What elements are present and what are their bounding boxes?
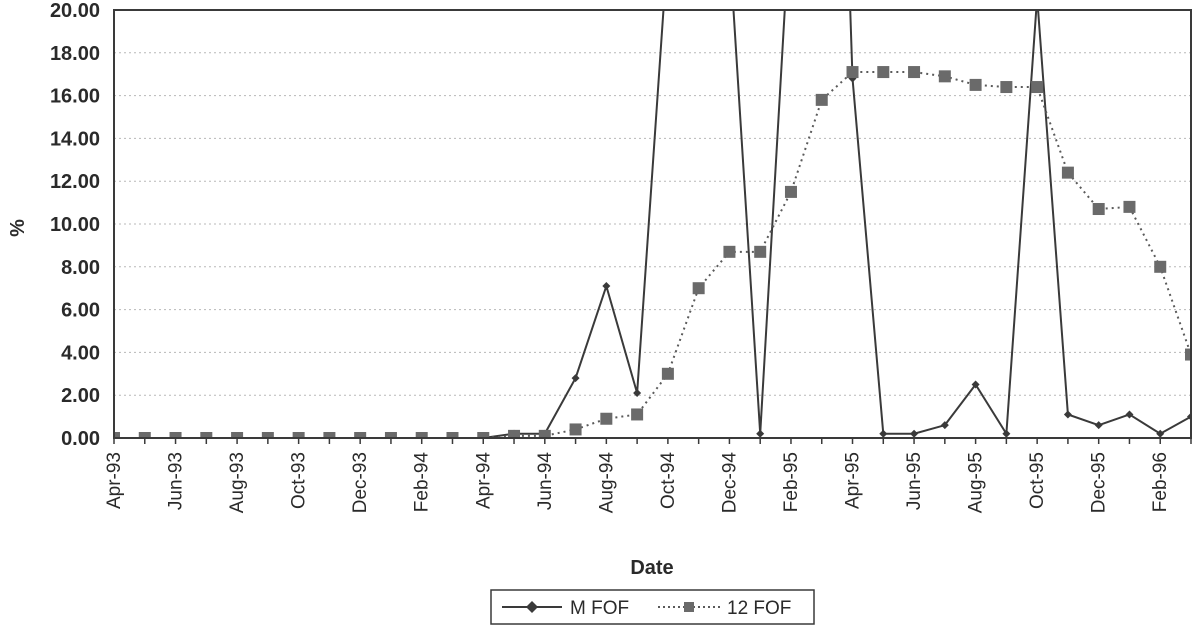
y-tick-label: 6.00: [61, 300, 100, 322]
data-point-12-fof: [815, 93, 828, 106]
plot-area-border: [113, 9, 1192, 439]
data-point-12-fof: [723, 245, 736, 258]
data-point-m-fof: [879, 429, 888, 438]
data-point-12-fof: [114, 432, 120, 438]
data-point-12-fof: [754, 245, 767, 258]
x-tick-label: Jun-95: [904, 452, 925, 510]
data-point-12-fof: [354, 432, 367, 438]
data-point-12-fof: [661, 367, 674, 380]
data-point-m-fof: [1156, 429, 1165, 438]
data-point-12-fof: [1031, 81, 1044, 94]
y-tick-label: 2.00: [61, 385, 100, 407]
series-layer: [114, 0, 1191, 438]
x-tick-label: Apr-95: [843, 452, 864, 509]
data-point-m-fof: [571, 374, 580, 383]
series-line-m-fof: [114, 10, 1191, 438]
x-tick-label: Dec-95: [1089, 452, 1110, 513]
data-point-12-fof: [169, 432, 182, 438]
x-tick-label: Aug-94: [596, 452, 617, 514]
data-point-12-fof: [1123, 200, 1136, 213]
y-tick-label: 10.00: [50, 214, 100, 236]
data-point-12-fof: [569, 423, 582, 436]
data-point-12-fof: [538, 429, 551, 438]
data-point-12-fof: [600, 412, 613, 425]
data-point-12-fof: [908, 66, 921, 79]
data-point-12-fof: [138, 432, 151, 438]
x-tick-label: Jun-94: [535, 452, 556, 511]
x-tick-label: Aug-95: [966, 452, 987, 513]
data-point-12-fof: [938, 70, 951, 83]
data-point-m-fof: [1002, 429, 1011, 438]
y-axis-title: %: [7, 219, 29, 237]
y-tick-label: 18.00: [50, 43, 100, 65]
data-point-12-fof: [292, 432, 305, 438]
data-point-m-fof: [602, 282, 611, 291]
series-line-12-fof: [114, 71, 1191, 438]
y-axis-tick-labels: 0.00 2.00 4.00 6.00 8.00 10.00 12.00 14.00 16.00…: [50, 0, 100, 450]
data-point-m-fof: [1063, 410, 1072, 419]
x-axis-tick-labels: Apr-93 Jun-93 Aug-93 Oct-93 Dec-93 Feb-94 Apr-…: [104, 452, 1171, 514]
data-point-12-fof: [415, 432, 428, 438]
data-point-12-fof: [261, 432, 274, 438]
x-tick-label: Feb-94: [412, 452, 433, 513]
legend-marker-m-fof: [526, 601, 538, 613]
data-point-12-fof: [877, 66, 890, 79]
data-point-12-fof: [477, 432, 490, 438]
y-tick-label: 0.00: [61, 428, 100, 450]
data-point-12-fof: [1061, 166, 1074, 179]
x-axis-title: Date: [630, 557, 673, 579]
legend-label-12-fof: 12 FOF: [727, 598, 791, 619]
y-tick-label: 20.00: [50, 0, 100, 22]
x-tick-label: Oct-95: [1027, 452, 1048, 509]
data-point-12-fof: [784, 185, 797, 198]
x-tick-label: Aug-93: [227, 452, 248, 513]
x-tick-label: Oct-94: [658, 452, 679, 509]
data-point-m-fof: [910, 429, 919, 438]
data-point-m-fof: [1094, 421, 1103, 430]
data-point-12-fof: [846, 66, 859, 79]
y-tick-label: 16.00: [50, 86, 100, 108]
data-point-12-fof: [1185, 348, 1191, 361]
x-tick-label: Feb-96: [1150, 452, 1171, 512]
y-tick-label: 4.00: [61, 342, 100, 364]
x-tick-label: Feb-95: [781, 452, 802, 512]
x-tick-label: Oct-93: [289, 452, 310, 509]
data-point-12-fof: [969, 78, 982, 91]
data-point-12-fof: [1092, 203, 1105, 216]
data-point-12-fof: [1000, 81, 1013, 94]
legend-marker-12-fof: [684, 602, 694, 612]
data-point-m-fof: [633, 389, 642, 398]
data-point-12-fof: [692, 282, 705, 295]
legend-label-m-fof: M FOF: [570, 598, 629, 619]
data-point-12-fof: [446, 432, 459, 438]
data-point-12-fof: [231, 432, 244, 438]
data-point-12-fof: [1154, 260, 1167, 273]
x-tick-label: Dec-94: [719, 452, 740, 514]
data-point-m-fof: [971, 380, 980, 389]
y-tick-label: 8.00: [61, 257, 100, 279]
x-tick-label: Apr-93: [104, 452, 125, 509]
data-point-12-fof: [508, 429, 521, 438]
data-point-m-fof: [756, 429, 765, 438]
legend: M FOF 12 FOF: [490, 589, 815, 625]
y-tick-label: 12.00: [50, 171, 100, 193]
data-point-m-fof: [1033, 0, 1041, 1]
data-point-12-fof: [631, 408, 644, 421]
x-tick-label: Jun-93: [166, 452, 187, 510]
data-point-12-fof: [200, 432, 213, 438]
data-point-m-fof: [1125, 410, 1134, 419]
data-point-m-fof: [940, 421, 949, 430]
x-tick-label: Dec-93: [350, 452, 371, 513]
x-tick-label: Apr-94: [473, 452, 494, 509]
data-point-12-fof: [323, 432, 336, 438]
y-tick-label: 14.00: [50, 128, 100, 150]
data-point-12-fof: [384, 432, 397, 438]
